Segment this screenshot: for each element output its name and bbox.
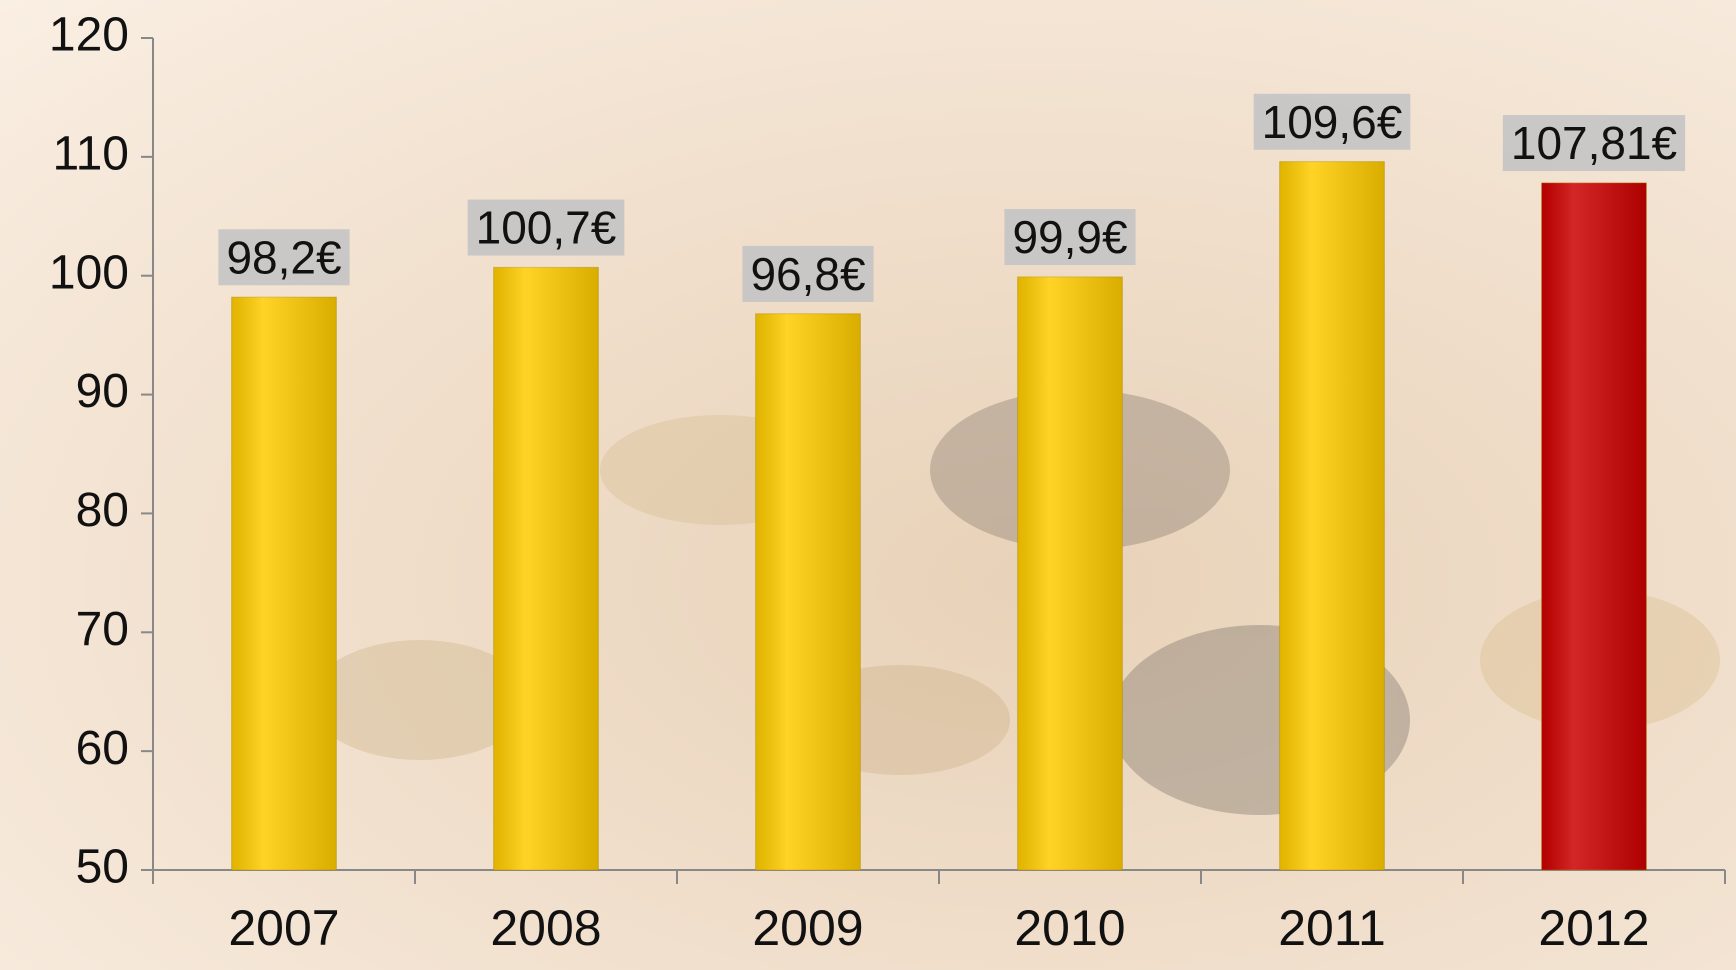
y-tick-label: 90: [76, 365, 129, 418]
value-label: 109,6€: [1262, 96, 1403, 148]
bar-shine: [1279, 161, 1385, 870]
x-tick-label: 2011: [1278, 900, 1386, 956]
x-tick-label: 2007: [228, 900, 339, 956]
x-tick-label: 2009: [752, 900, 863, 956]
y-tick-label: 100: [49, 246, 129, 299]
value-label: 99,9€: [1012, 211, 1127, 263]
value-label: 107,81€: [1511, 117, 1677, 169]
x-tick-label: 2008: [490, 900, 601, 956]
y-tick-label: 60: [76, 722, 129, 775]
value-label-bg: [1502, 115, 1686, 172]
value-label-bg: [1004, 209, 1136, 266]
y-tick-label: 110: [52, 128, 129, 181]
bar-shine: [231, 297, 337, 870]
y-tick-label: 50: [76, 841, 129, 894]
bar-shine: [493, 267, 599, 870]
value-label-bg: [742, 245, 874, 302]
bar-shine: [1541, 182, 1647, 871]
bar-shine: [1017, 276, 1123, 871]
x-tick-label: 2012: [1538, 900, 1649, 956]
y-tick-label: 120: [49, 9, 129, 62]
y-tick-label: 70: [76, 603, 129, 656]
value-label: 96,8€: [750, 248, 865, 300]
x-tick-label: 2010: [1014, 900, 1125, 956]
bar-shine: [755, 313, 861, 871]
value-label-bg: [218, 229, 350, 286]
y-tick-label: 80: [76, 484, 129, 537]
value-label-bg: [1253, 93, 1411, 150]
value-label: 100,7€: [476, 202, 617, 254]
value-label: 98,2€: [226, 231, 341, 283]
value-label-bg: [467, 199, 625, 256]
